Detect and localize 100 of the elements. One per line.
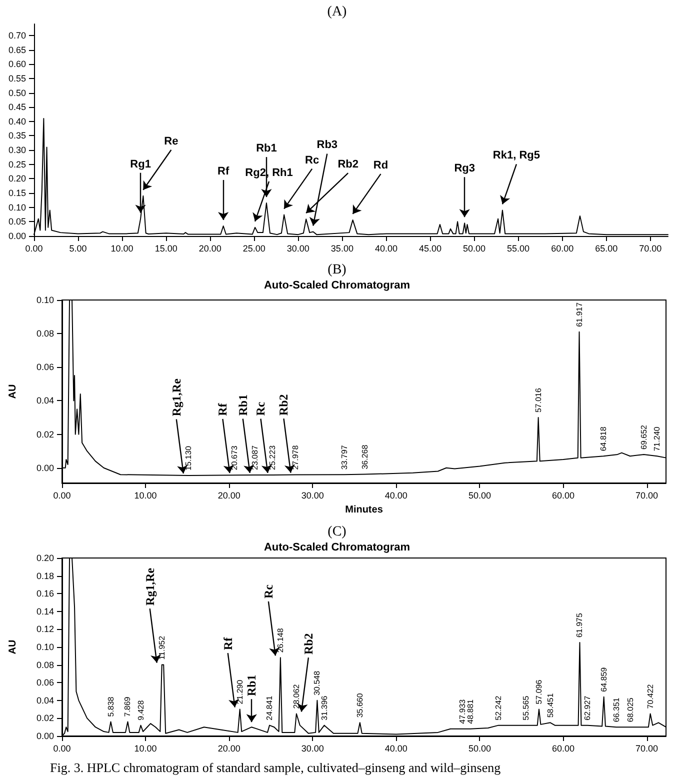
x-tick-label: 40.00 [384,744,408,754]
y-tick-label: 0.06 [36,362,54,372]
x-tick-label: 60.00 [551,244,574,254]
chart-subtitle: Auto-Scaled Chromatogram [264,280,410,292]
x-tick-label: 70.00 [636,744,658,754]
chart-title: (B) [328,262,347,278]
annotation: Rg3 [454,162,475,175]
annotation: 64.859 [599,666,608,692]
annotation: 25.223 [268,444,278,470]
annotation: Rg1 [130,158,151,170]
annotation: 68.025 [626,697,635,722]
x-tick-label: 0.00 [53,490,71,500]
y-tick-label: 0.06 [36,678,54,688]
x-tick-label: 20.00 [198,244,222,254]
x-tick-label: 40.00 [374,244,398,254]
annotation: Rb2 [276,394,291,416]
y-tick-label: 0.35 [8,130,26,141]
annotation: Rc [254,401,268,416]
annotation: Rk1, Rg5 [492,150,540,162]
y-tick-label: 0.18 [36,570,54,581]
y-tick-label: 0.16 [36,588,54,599]
annotation: Rg1,Re [169,378,184,416]
annotation: 57.096 [534,679,544,704]
annotation: 28.062 [292,684,301,709]
x-tick-label: 50.00 [468,490,491,500]
annotation: 30.548 [312,670,322,696]
annotation: Rc [261,584,276,598]
y-tick-label: 0.20 [36,553,54,563]
x-axis-title: Minutes [345,504,384,516]
y-tick-label: 0.04 [36,396,54,406]
y-tick-label: 0.65 [8,44,26,55]
x-tick-label: 15.00 [154,244,178,254]
caption: Fig. 3. HPLC chromatogram of standard sample, cultivated–ginseng and wild–ginseng [50,760,502,775]
x-tick-label: 20.00 [218,744,240,754]
annotation: 48.881 [466,698,475,724]
x-tick-label: 10.00 [134,744,157,754]
annotation: 23.087 [250,444,260,470]
annotation: 69.652 [639,424,648,450]
annotation: 33.797 [340,444,349,470]
x-tick-label: 65.00 [595,244,618,254]
chart-title: (A) [327,4,348,20]
x-tick-label: 45.00 [418,244,442,254]
y-tick-label: 0.10 [36,642,54,652]
annotation: 20.673 [230,445,240,470]
annotation: 70.422 [646,684,655,709]
x-tick-label: 30.00 [301,490,324,500]
y-tick-label: 0.14 [36,606,54,616]
x-tick-label: 70.00 [639,244,662,254]
annotation: 62.927 [583,695,592,720]
x-tick-label: 30.00 [301,744,324,754]
y-axis-title: AU [8,384,18,399]
annotation: 52.242 [494,695,503,720]
chart-title: (C) [328,524,347,540]
annotation: 71.240 [652,426,662,452]
annotation: 21.290 [235,679,244,704]
annotation: Rb1 [236,394,250,416]
x-tick-label: 25.00 [242,244,266,254]
y-tick-label: 0.10 [8,202,26,212]
annotation: 5.838 [106,696,116,717]
annotation: Rb1 [244,674,259,696]
x-tick-label: 55.00 [507,244,530,254]
annotation: 35.660 [355,692,364,718]
y-tick-label: 0.00 [36,462,54,473]
y-tick-label: 0.15 [8,188,26,198]
annotation: 7.869 [123,696,132,717]
y-tick-label: 0.45 [8,102,26,112]
y-axis-title: AU [8,640,18,654]
annotation: Rc [305,154,320,166]
y-tick-label: 0.02 [36,429,54,440]
y-tick-label: 0.00 [8,231,26,241]
annotation: 57.016 [534,388,543,413]
annotation: 61.975 [575,612,584,638]
annotation: Rb3 [316,139,338,152]
x-tick-label: 10.00 [110,244,134,254]
annotation: Rf [216,402,230,416]
y-tick-label: 0.05 [8,216,26,227]
annotation: Rf [218,165,230,178]
x-tick-label: 40.00 [384,490,408,500]
annotation: 55.565 [522,695,531,720]
chart-subtitle: Auto-Scaled Chromatogram [264,542,410,554]
x-tick-label: 30.00 [286,244,310,254]
x-tick-label: 70.00 [636,490,658,500]
x-tick-label: 20.00 [218,490,240,500]
x-tick-label: 60.00 [552,744,575,754]
y-tick-label: 0.04 [36,695,54,706]
annotation: Rb2 [338,158,358,171]
y-tick-label: 0.50 [8,88,26,98]
x-tick-label: 10.00 [134,490,157,500]
y-tick-label: 0.00 [36,731,54,741]
annotation: 58.451 [546,692,555,718]
annotation: 36.268 [360,444,370,470]
annotation: 27.978 [291,444,300,470]
annotation: 64.818 [598,426,608,452]
annotation: Re [164,135,178,148]
x-tick-label: 35.00 [330,244,354,254]
y-tick-label: 0.55 [8,73,26,84]
annotation: 15.130 [184,445,193,470]
annotation: 11.952 [157,635,166,660]
y-tick-label: 0.40 [8,116,26,126]
y-tick-label: 0.70 [8,30,26,40]
